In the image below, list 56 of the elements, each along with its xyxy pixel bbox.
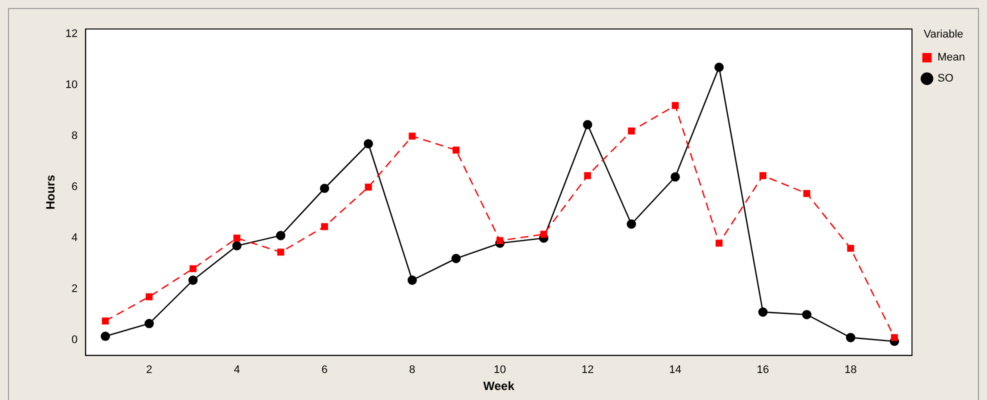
point <box>408 132 416 140</box>
point <box>321 223 328 230</box>
point <box>100 332 110 341</box>
y-axis-title: Hours <box>44 174 58 210</box>
y-tick-label: 12 <box>65 28 78 40</box>
y-tick-label: 0 <box>72 334 78 346</box>
y-tick-label: 6 <box>72 181 78 194</box>
point <box>626 219 636 229</box>
point <box>320 184 330 194</box>
x-tick-label: 8 <box>409 364 416 376</box>
point <box>190 265 197 272</box>
point <box>277 248 284 256</box>
point <box>496 237 504 244</box>
legend-label: SO <box>937 72 954 85</box>
x-tick-label: 14 <box>669 364 682 376</box>
point <box>714 62 724 72</box>
point <box>188 276 198 285</box>
point <box>451 254 461 264</box>
point <box>452 146 460 154</box>
y-tick-label: 2 <box>72 283 78 296</box>
point <box>890 334 898 342</box>
y-tick-label: 4 <box>72 232 78 244</box>
point <box>540 230 548 238</box>
point <box>670 172 680 182</box>
point <box>232 241 242 250</box>
y-tick-label: 10 <box>65 79 78 92</box>
point <box>846 332 856 342</box>
point <box>582 120 592 130</box>
point <box>847 244 854 252</box>
legend-title: Variable <box>924 28 964 41</box>
point <box>802 310 812 320</box>
x-axis-title: Week <box>483 379 515 394</box>
point <box>408 276 417 285</box>
legend-label: Mean <box>937 52 966 64</box>
x-tick-label: 6 <box>321 364 328 376</box>
point <box>144 318 154 328</box>
x-tick-label: 2 <box>146 364 152 376</box>
point <box>146 293 153 300</box>
point <box>759 172 766 180</box>
point <box>276 230 286 240</box>
point <box>672 102 679 109</box>
point <box>364 184 372 191</box>
point <box>758 307 768 317</box>
point <box>803 190 810 197</box>
y-tick-label: 8 <box>72 130 78 142</box>
point <box>584 172 592 180</box>
point <box>628 128 635 134</box>
x-tick-label: 4 <box>234 364 240 376</box>
point <box>716 240 723 247</box>
x-tick-label: 10 <box>494 364 506 376</box>
point <box>233 234 240 242</box>
point <box>364 139 374 148</box>
x-tick-label: 12 <box>581 364 594 376</box>
point <box>102 317 109 324</box>
x-tick-label: 16 <box>756 364 770 376</box>
x-tick-label: 18 <box>844 364 857 376</box>
